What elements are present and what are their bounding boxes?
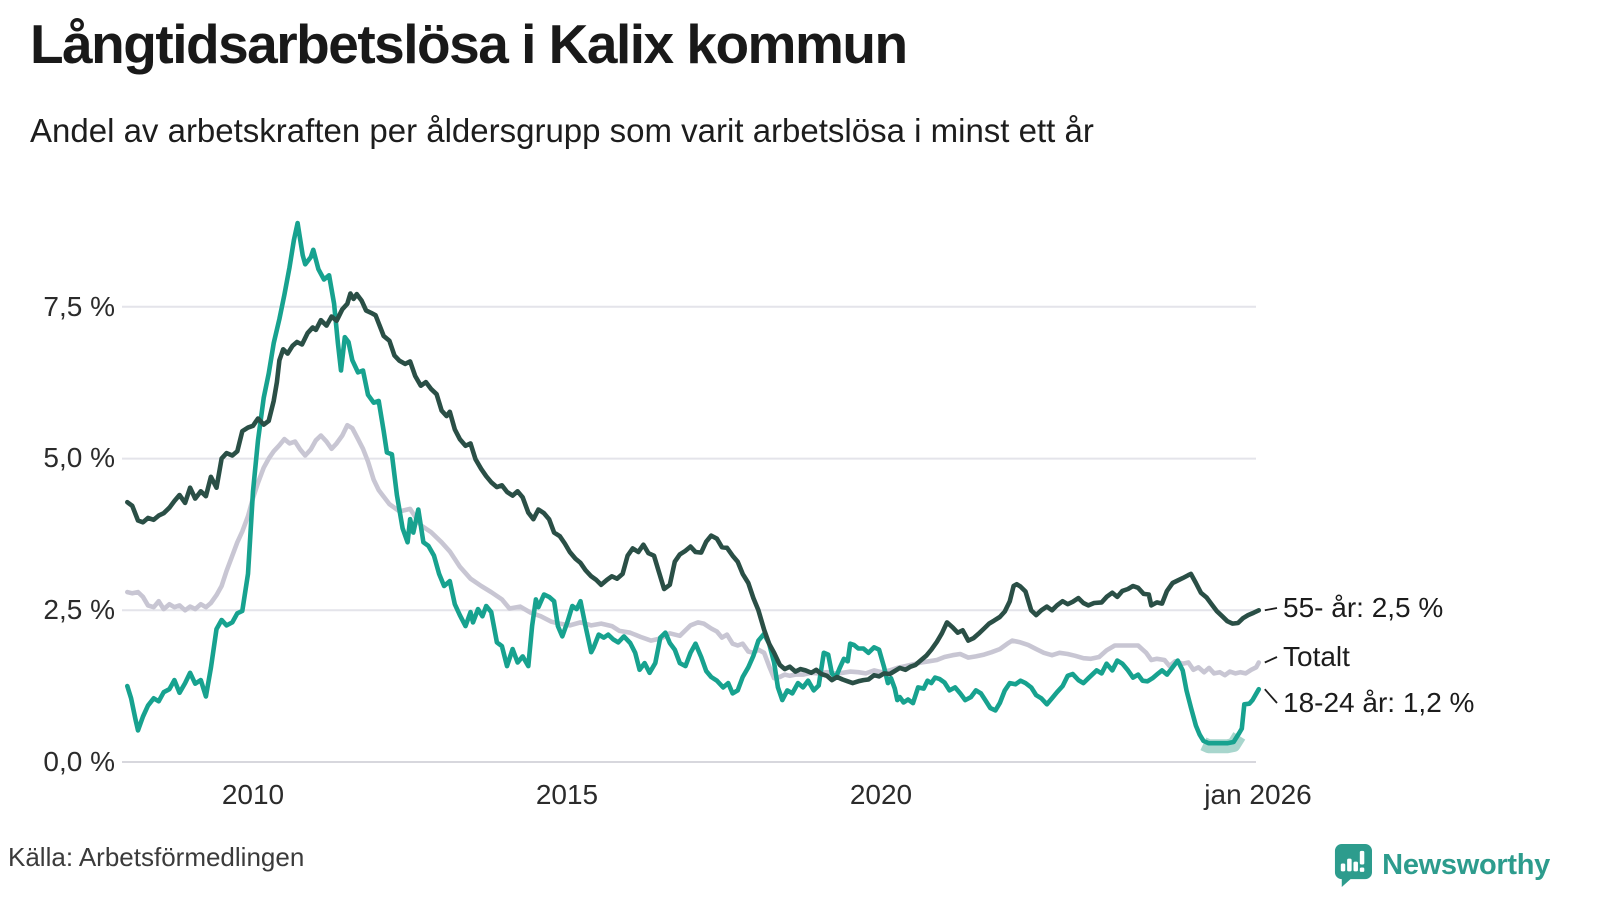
page-title: Långtidsarbetslösa i Kalix kommun (30, 13, 908, 75)
y-axis-tick-label: 7,5 % (43, 291, 115, 322)
y-axis-tick-label: 2,5 % (43, 594, 115, 625)
newsworthy-logo-icon (1333, 843, 1373, 887)
series-end-label-55: 55- år: 2,5 % (1283, 592, 1444, 623)
x-axis-tick-label: jan 2026 (1204, 779, 1312, 810)
newsworthy-wordmark: Newsworthy (1382, 848, 1550, 881)
page-subtitle: Andel av arbetskraften per åldersgrupp s… (30, 112, 1094, 149)
newsworthy-branding: Newsworthy (1333, 843, 1550, 887)
x-axis-tick-label: 2020 (849, 779, 913, 810)
series-end-label-18-24: 18-24 år: 1,2 % (1283, 687, 1475, 718)
x-axis-tick-label: 2010 (221, 779, 285, 810)
series-end-label-totalt: Totalt (1283, 641, 1350, 672)
y-axis-tick-label: 0,0 % (43, 746, 115, 777)
x-axis-tick-label: 2015 (535, 779, 599, 810)
source-note: Källa: Arbetsförmedlingen (8, 842, 305, 872)
y-axis-tick-label: 5,0 % (43, 442, 115, 473)
